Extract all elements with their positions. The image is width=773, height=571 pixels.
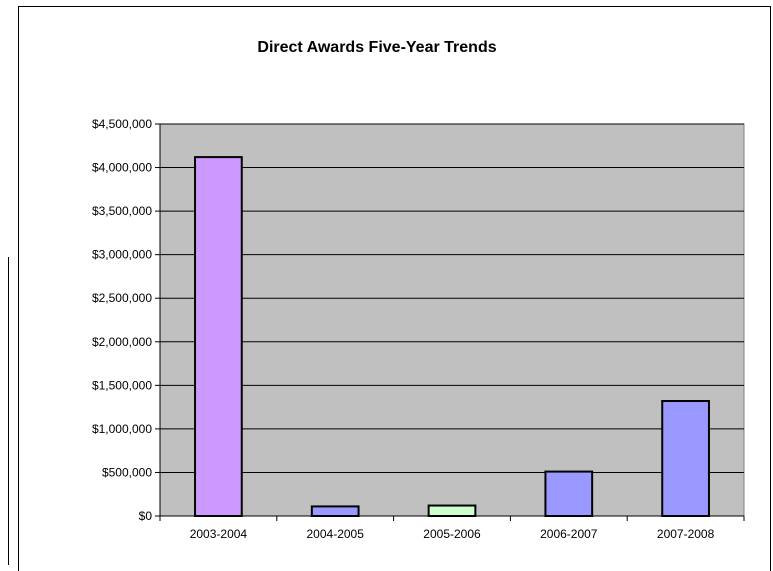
y-tick-label: $0 (139, 509, 153, 523)
page-edge-rule (8, 257, 9, 565)
y-tick-label: $500,000 (102, 465, 152, 479)
x-tick-label: 2004-2005 (307, 527, 365, 541)
x-tick-label: 2006-2007 (540, 527, 598, 541)
y-axis: $0 $500,000 $1,000,000 $1,500,000 $2,000,000… (92, 117, 161, 523)
x-axis: 2003-2004 2004-2005 2005-2006 2006-2007 2007… (159, 515, 745, 541)
x-tick-label: 2005-2006 (423, 527, 481, 541)
bar-2007-2008 (661, 400, 710, 517)
y-tick-label: $3,500,000 (92, 204, 152, 218)
y-tick-label: $1,500,000 (92, 378, 152, 392)
y-tick-label: $2,500,000 (92, 291, 152, 305)
chart-title: Direct Awards Five-Year Trends (257, 39, 496, 56)
y-tick-label: $4,000,000 (92, 161, 152, 175)
bar-2006-2007 (544, 470, 594, 517)
y-tick-label: $4,500,000 (92, 117, 152, 131)
x-tick-label: 2007-2008 (657, 527, 715, 541)
bar-2004-2005 (310, 505, 360, 518)
bar-2003-2004 (194, 156, 243, 517)
x-tick-label: 2003-2004 (190, 527, 248, 541)
y-tick-label: $2,000,000 (92, 335, 152, 349)
plot-area (159, 123, 745, 517)
y-tick-label: $1,000,000 (92, 422, 152, 436)
bar-2005-2006 (427, 504, 477, 517)
gridlines (160, 123, 744, 473)
y-tick-label: $3,000,000 (92, 248, 152, 262)
